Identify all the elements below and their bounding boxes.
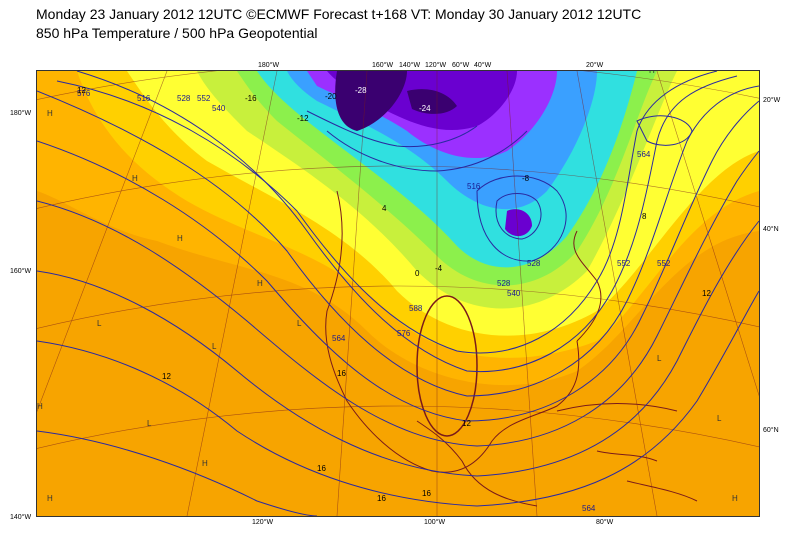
lon-label-top: 180°W	[258, 62, 280, 69]
temperature-label: 16	[317, 464, 326, 473]
contour-labels: 516 552 540 528 564 516 528 552 564 576 …	[37, 71, 738, 513]
coastlines	[325, 190, 698, 507]
pressure-center: H	[202, 459, 208, 468]
temperature-label: 16	[377, 494, 386, 503]
pressure-center: H	[47, 109, 53, 118]
temperature-label: -24	[419, 104, 431, 113]
geopotential-label: 552	[197, 94, 211, 103]
geopotential-label: 528	[497, 279, 511, 288]
map-subtitle: 850 hPa Temperature / 500 hPa Geopotenti…	[36, 25, 318, 41]
lon-label-top: 60°W	[452, 62, 470, 69]
geopotential-label: 540	[212, 104, 226, 113]
temperature-label: -28	[355, 86, 367, 95]
lat-label-left: 140°W	[10, 514, 32, 521]
lat-label-right: 60°N	[763, 427, 779, 434]
pressure-center: L	[717, 414, 722, 423]
temperature-label: -8	[522, 174, 530, 183]
geopotential-label: 516	[467, 182, 481, 191]
temperature-label: 0	[415, 269, 420, 278]
geopotential-label: 516	[137, 94, 151, 103]
temp-fill-low-core	[505, 209, 532, 237]
forecast-map-canvas: 516 552 540 528 564 516 528 552 564 576 …	[37, 71, 759, 516]
geopotential-label: 564	[637, 150, 651, 159]
forecast-map: 516 552 540 528 564 516 528 552 564 576 …	[36, 70, 760, 517]
geopotential-label: 552	[617, 259, 631, 268]
geopotential-label: 576	[397, 329, 411, 338]
pressure-center: L	[147, 419, 152, 428]
map-title: Monday 23 January 2012 12UTC ©ECMWF Fore…	[36, 6, 642, 22]
lat-label-left: 160°W	[10, 268, 32, 275]
temp-fill-dark-violet	[335, 71, 457, 131]
pressure-center: H	[132, 174, 138, 183]
pressure-center: H	[732, 494, 738, 503]
lat-label-left: 180°W	[10, 110, 32, 117]
temperature-label: -20	[325, 92, 337, 101]
temperature-label: -12	[297, 114, 309, 123]
temperature-label: 12	[77, 86, 86, 95]
lat-label-right: 20°W	[763, 97, 781, 104]
pressure-center: H	[37, 402, 43, 411]
geopotential-label: 576	[77, 89, 91, 98]
geopotential-contours	[37, 71, 759, 516]
temperature-label: 4	[382, 204, 387, 213]
temperature-label: 16	[422, 489, 431, 498]
pressure-center: L	[97, 319, 102, 328]
temperature-label: -16	[245, 94, 257, 103]
area-of-interest-ellipse	[416, 295, 478, 437]
pressure-center: H	[47, 494, 53, 503]
geopotential-label: 528	[527, 259, 541, 268]
graticule	[37, 71, 759, 516]
geopotential-label: 540	[507, 289, 521, 298]
pressure-center: L	[657, 354, 662, 363]
pressure-center: H	[177, 234, 183, 243]
temperature-label: 12	[462, 419, 471, 428]
geopotential-label: 564	[332, 334, 346, 343]
pressure-center: H	[257, 279, 263, 288]
temperature-label: 12	[162, 372, 171, 381]
lon-label-bottom: 100°W	[424, 519, 446, 526]
lon-label-top: 140°W	[399, 62, 421, 69]
lon-label-top: 160°W	[372, 62, 394, 69]
lon-label-bottom: 80°W	[596, 519, 614, 526]
pressure-center: L	[212, 342, 217, 351]
lon-label-top: 120°W	[425, 62, 447, 69]
lon-label-top: 40°W	[474, 62, 492, 69]
temperature-label: -4	[435, 264, 443, 273]
pressure-center: H	[649, 71, 655, 75]
temperature-label: 12	[702, 289, 711, 298]
pressure-center: L	[297, 319, 302, 328]
geopotential-label: 588	[409, 304, 423, 313]
geopotential-label: 564	[582, 504, 596, 513]
temperature-label: 8	[642, 212, 647, 221]
geopotential-label: 552	[657, 259, 671, 268]
lat-label-right: 40°N	[763, 226, 779, 233]
temperature-label: 16	[337, 369, 346, 378]
lon-label-top: 20°W	[586, 62, 604, 69]
geopotential-label: 528	[177, 94, 191, 103]
lon-label-bottom: 120°W	[252, 519, 274, 526]
